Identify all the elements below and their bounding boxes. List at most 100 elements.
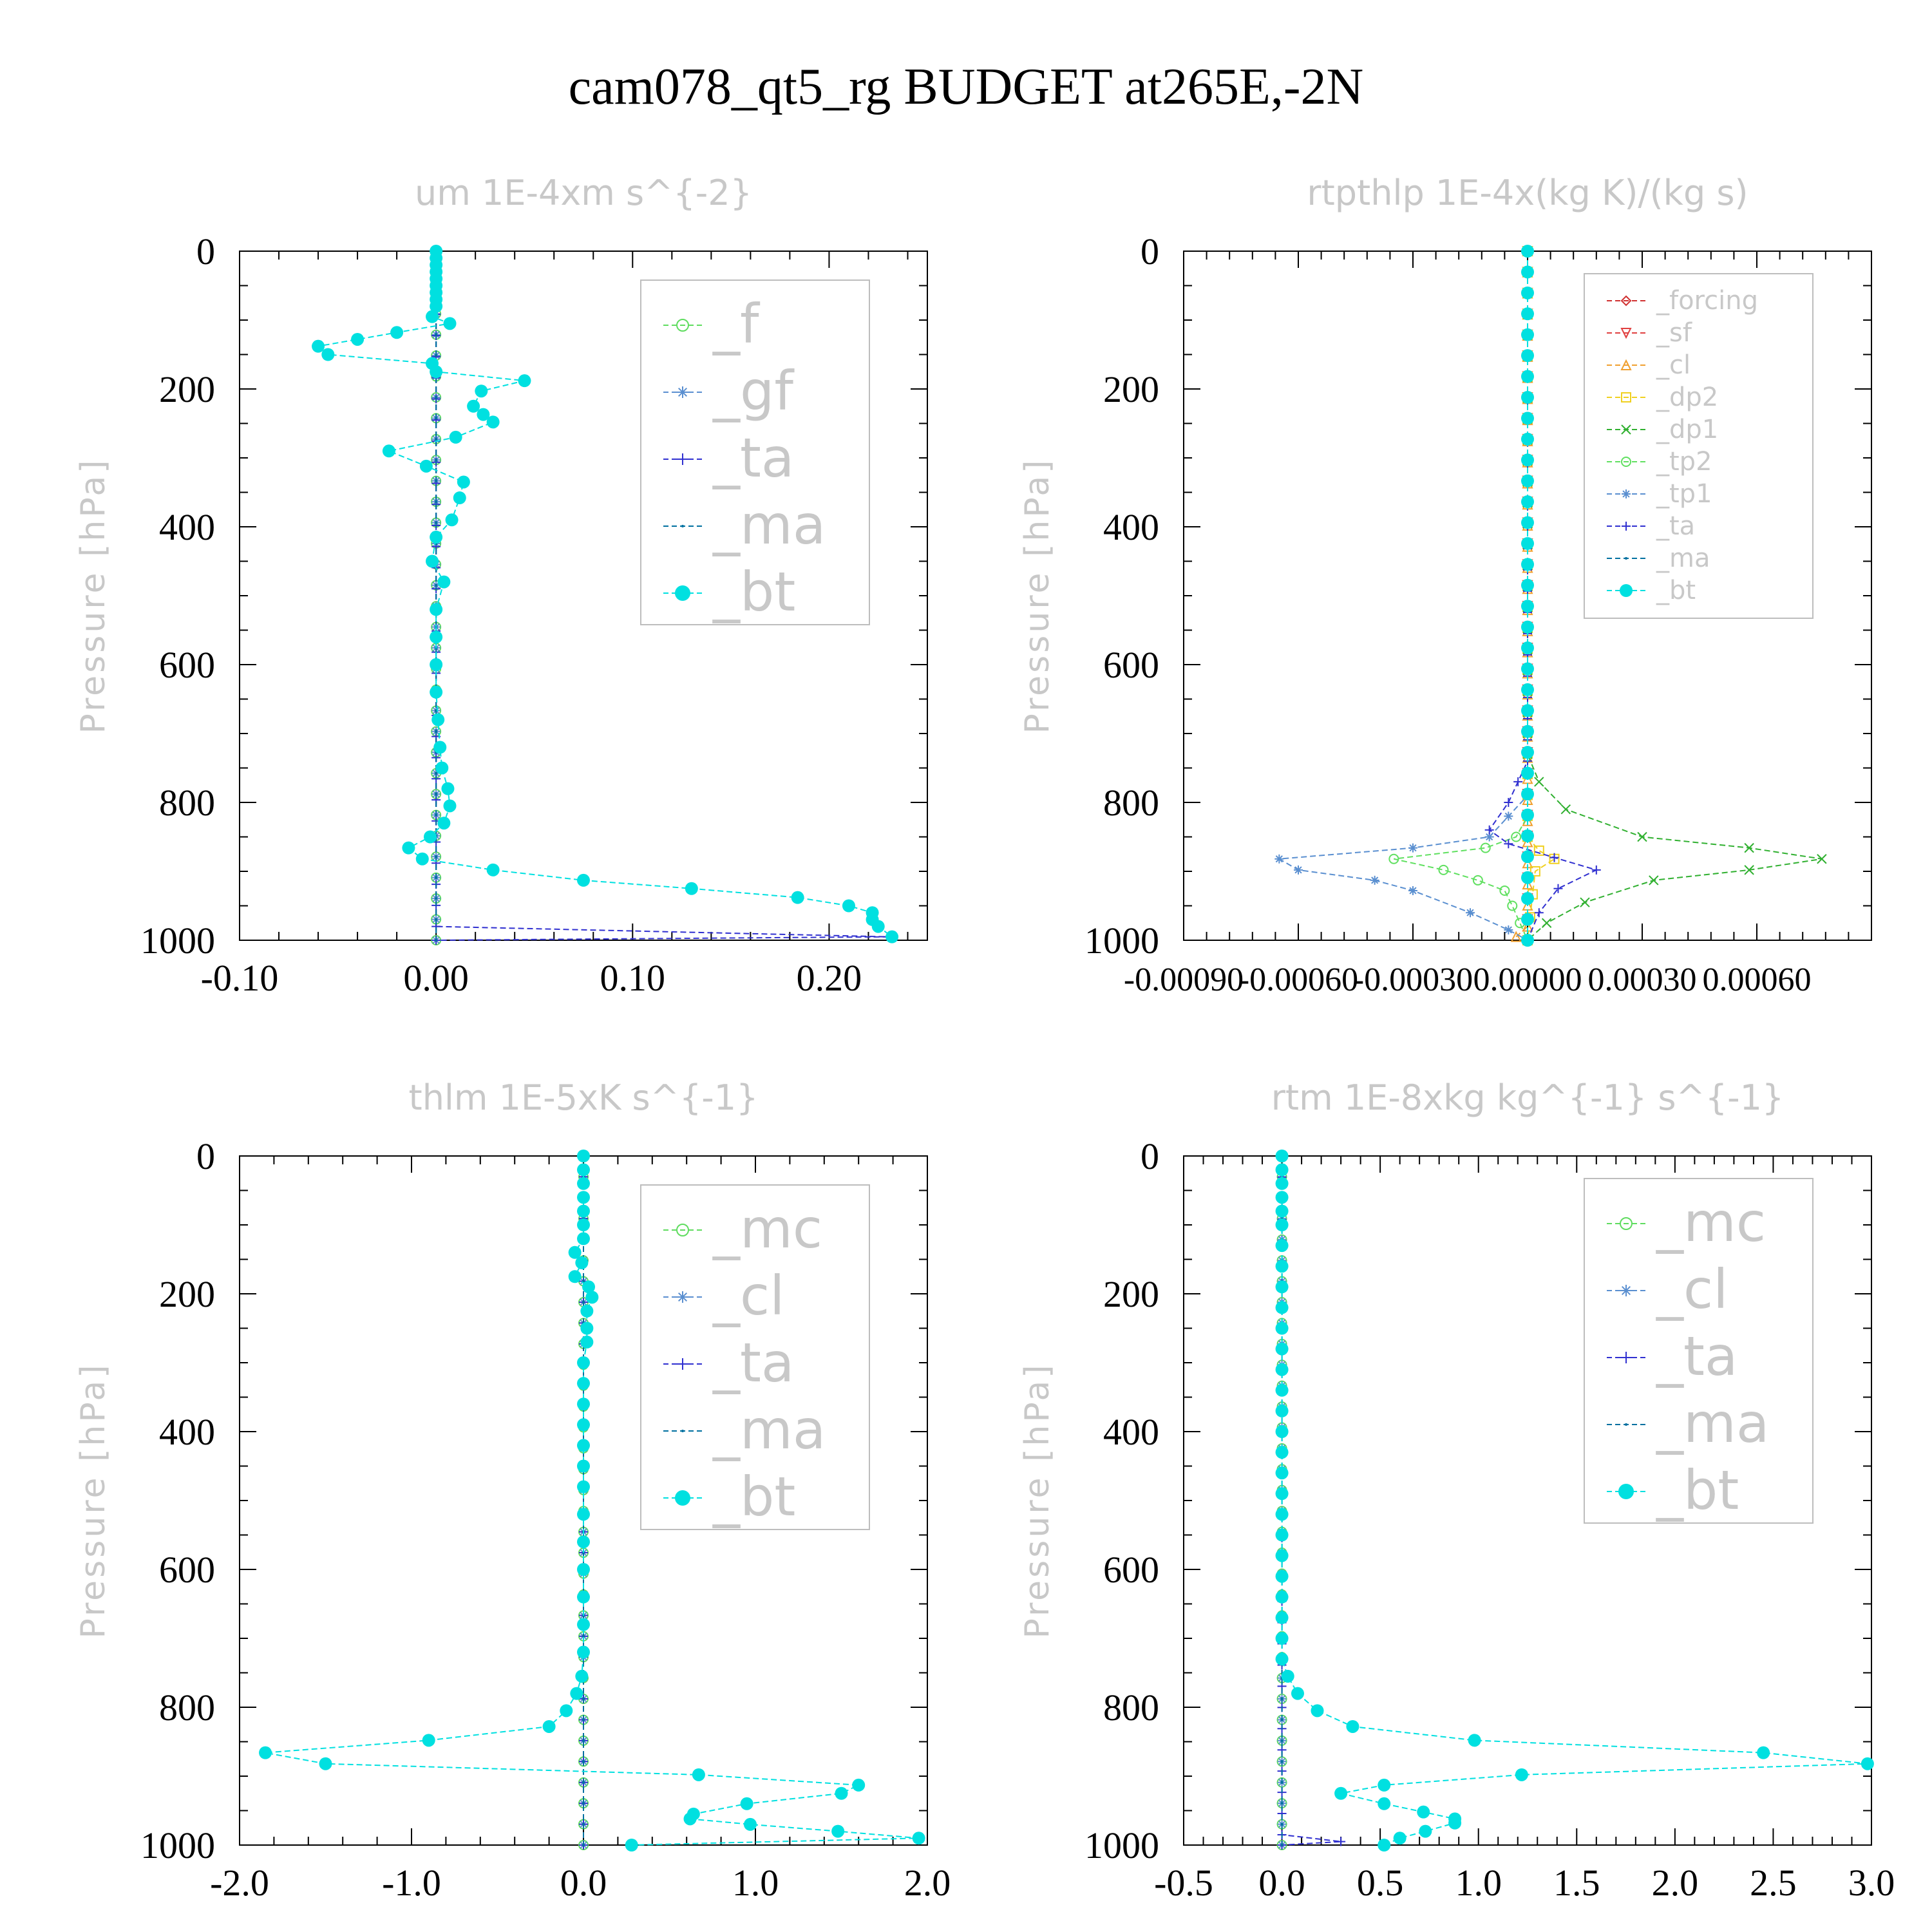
- marker: [852, 1778, 866, 1792]
- marker: [1861, 1757, 1874, 1770]
- marker: [1521, 934, 1534, 947]
- marker: [1541, 918, 1552, 928]
- marker: [831, 1824, 845, 1838]
- y-axis-label: Pressure [hPa]: [74, 458, 113, 734]
- marker: [1521, 495, 1534, 509]
- marker: [1275, 1150, 1289, 1162]
- marker: [449, 430, 462, 444]
- series-ta: [431, 247, 893, 945]
- marker: [582, 1718, 585, 1721]
- marker: [1521, 600, 1534, 613]
- marker: [835, 1786, 848, 1800]
- marker: [1275, 1239, 1289, 1253]
- marker: [1294, 865, 1303, 875]
- marker: [430, 365, 443, 379]
- marker: [1275, 1508, 1289, 1521]
- marker: [1275, 1528, 1289, 1542]
- legend-box: [640, 279, 870, 625]
- marker: [1521, 453, 1534, 467]
- marker: [1280, 1698, 1283, 1701]
- marker: [1521, 892, 1534, 905]
- marker: [435, 521, 438, 524]
- marker: [1507, 900, 1518, 911]
- marker: [675, 585, 690, 601]
- legend-box: [1584, 273, 1814, 619]
- x-tick-label: 2.0: [1652, 1862, 1699, 1904]
- legend-entry: _sf: [1656, 318, 1692, 348]
- marker: [437, 575, 451, 589]
- y-tick-label: 800: [159, 1687, 215, 1728]
- marker: [577, 1397, 590, 1411]
- series-line: [316, 251, 893, 938]
- marker: [1521, 578, 1534, 592]
- marker: [441, 782, 455, 795]
- marker: [582, 1280, 596, 1294]
- x-tick-label: 0.20: [797, 957, 862, 999]
- y-tick-label: 800: [1103, 1687, 1159, 1728]
- y-tick-label: 200: [1103, 368, 1159, 410]
- page-title: cam078_qt5_rg BUDGET at265E,-2N: [568, 59, 1364, 115]
- marker: [1620, 295, 1632, 307]
- marker: [1620, 584, 1633, 597]
- marker: [1521, 641, 1534, 655]
- y-tick-label: 600: [1103, 1549, 1159, 1591]
- marker: [575, 1256, 589, 1269]
- marker: [1417, 1805, 1430, 1819]
- marker: [568, 1245, 582, 1259]
- marker: [580, 1335, 594, 1349]
- marker: [435, 437, 438, 440]
- marker: [1388, 853, 1399, 864]
- marker: [1275, 1163, 1289, 1177]
- marker: [1472, 875, 1483, 886]
- legend-box: [640, 1184, 870, 1530]
- marker: [1521, 349, 1534, 363]
- marker: [577, 873, 590, 887]
- x-tick-label: 0.0: [560, 1862, 607, 1904]
- marker: [1637, 831, 1647, 842]
- marker: [435, 772, 438, 775]
- x-tick-label: 0.00: [403, 957, 469, 999]
- marker: [435, 479, 438, 482]
- marker: [1334, 1786, 1348, 1800]
- marker: [1370, 875, 1379, 885]
- marker: [577, 1177, 590, 1190]
- x-tick-label: 2.0: [904, 1862, 951, 1904]
- marker: [577, 1590, 590, 1604]
- x-tick-label: 0.0: [1258, 1862, 1305, 1904]
- marker: [577, 1377, 590, 1390]
- marker: [681, 525, 684, 527]
- marker: [1522, 878, 1533, 890]
- panel-title: rtm 1E-8xkg kg^{-1} s^{-1}: [1271, 1077, 1785, 1118]
- y-axis-label: Pressure [hPa]: [1018, 1363, 1057, 1639]
- marker: [1521, 558, 1534, 571]
- marker: [912, 1832, 925, 1845]
- marker: [1757, 1746, 1770, 1759]
- y-tick-label: 400: [1103, 1411, 1159, 1453]
- series-line: [435, 251, 888, 941]
- marker: [1622, 522, 1631, 531]
- legend-entry: _gf: [712, 359, 795, 422]
- marker: [415, 852, 429, 866]
- x-tick-label: 1.0: [732, 1862, 779, 1904]
- marker: [433, 741, 447, 754]
- marker: [577, 1218, 590, 1231]
- marker: [1275, 1177, 1289, 1190]
- marker: [675, 1490, 690, 1506]
- marker: [692, 1768, 705, 1781]
- marker: [518, 374, 531, 388]
- x-tick-label: -0.00090: [1124, 961, 1244, 998]
- marker: [1744, 865, 1754, 875]
- marker: [422, 1734, 435, 1747]
- marker: [430, 685, 443, 699]
- marker: [1408, 843, 1417, 853]
- legend-entry: _ta: [712, 1331, 794, 1394]
- marker: [577, 1459, 590, 1473]
- y-tick-label: 200: [159, 1273, 215, 1315]
- y-tick-label: 1000: [140, 920, 215, 961]
- marker: [1521, 474, 1534, 488]
- marker: [319, 1757, 332, 1770]
- y-tick-label: 400: [1103, 506, 1159, 548]
- marker: [1625, 1423, 1627, 1426]
- series-ta: [1484, 247, 1601, 945]
- marker: [676, 319, 689, 332]
